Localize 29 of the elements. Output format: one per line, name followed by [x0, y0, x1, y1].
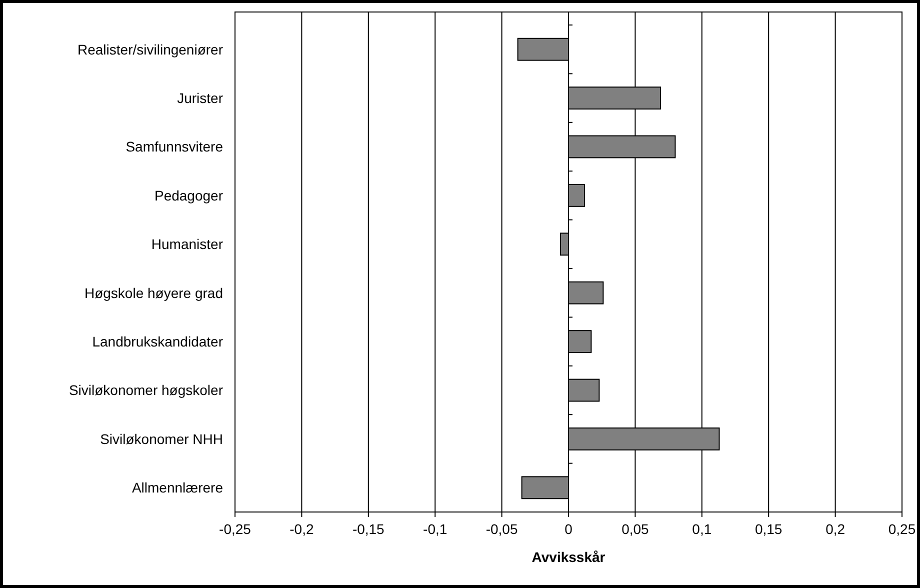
x-tick-label: 0,1 — [692, 521, 712, 537]
x-axis-title: Avviksskår — [532, 549, 606, 565]
y-tick-label: Siviløkonomer høgskoler — [68, 382, 224, 398]
y-tick-label: Høgskole høyere grad — [84, 284, 223, 301]
x-tick-label: 0 — [564, 521, 573, 537]
x-tick-label: -0,05 — [486, 521, 518, 537]
x-tick-label: 0,2 — [826, 521, 846, 537]
x-tick-label: -0,2 — [290, 521, 314, 537]
x-tick-label: 0,15 — [754, 521, 782, 537]
x-tick-label: -0,25 — [219, 521, 252, 537]
x-tick-label: 0,25 — [888, 521, 916, 537]
bar — [521, 476, 569, 500]
y-tick-label: Landbrukskandidater — [92, 333, 224, 350]
y-tick-label: Humanister — [151, 236, 224, 252]
y-tick-label: Samfunnsvitere — [126, 138, 224, 155]
bar — [568, 378, 600, 402]
bar — [560, 232, 569, 256]
y-tick-label: Allmennlærere — [132, 480, 224, 496]
y-tick-label: Jurister — [177, 90, 224, 106]
y-tick-label: Pedagoger — [154, 187, 224, 204]
y-tick-label: Realister/sivilingeniører — [78, 41, 224, 58]
x-tick-label: -0,15 — [352, 521, 385, 537]
y-tick-label: Siviløkonomer NHH — [100, 430, 223, 447]
bar — [568, 281, 604, 304]
bar — [568, 184, 586, 207]
x-tick-label: 0,05 — [622, 521, 650, 537]
bar — [568, 330, 592, 354]
x-tick-label: -0,1 — [423, 521, 448, 537]
bar — [517, 38, 569, 61]
